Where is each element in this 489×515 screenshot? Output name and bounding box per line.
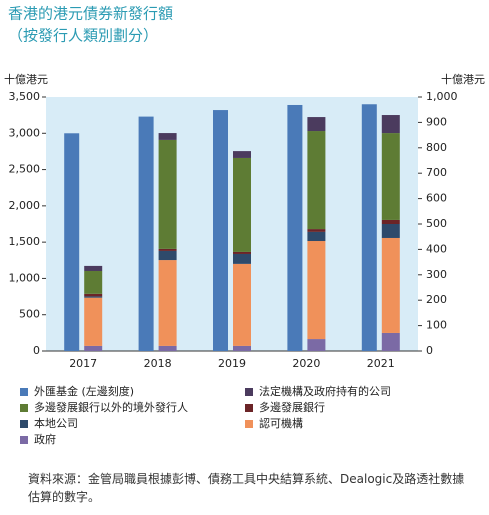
bar-segment [381, 224, 400, 238]
y2ticks-label: 0 [426, 344, 433, 357]
chart-subtitle: （按發行人類別劃分） [8, 27, 158, 45]
y2ticks-label: 500 [426, 217, 447, 230]
legend-swatch [245, 404, 253, 412]
bar-segment [307, 339, 326, 351]
yticks-label: 3,500 [9, 90, 41, 103]
legend-swatch [20, 420, 28, 428]
bar-segment [158, 248, 177, 251]
plot-area [46, 97, 418, 351]
bar [287, 104, 303, 352]
y2ticks-label: 100 [426, 319, 447, 332]
yticks-label: 2,500 [9, 163, 41, 176]
bar-segment [158, 133, 177, 140]
bar [64, 133, 80, 351]
bar-segment [233, 263, 251, 346]
chart-title: 香港的港元債券新發行額 [8, 5, 173, 23]
y2ticks-label: 200 [426, 293, 447, 306]
legend-label: 認可機構 [259, 416, 303, 430]
bar-segment [233, 151, 251, 158]
bar-segment [381, 219, 400, 224]
bar-segment [381, 237, 400, 333]
legend-swatch [245, 388, 253, 396]
yticks-label: 1,000 [9, 271, 41, 284]
yticks-label: 3,000 [9, 126, 41, 139]
bar-segment [158, 260, 177, 346]
bar-segment [307, 241, 326, 340]
yticks-label: 1,500 [9, 235, 41, 248]
source-note: 資料來源：金管局職員根據彭博、債務工具中央結算系統、Dealogic及路透社數據… [28, 472, 465, 504]
bar-segment [84, 296, 103, 298]
bar-segment [158, 139, 177, 249]
y2ticks-label: 600 [426, 192, 447, 205]
bar-segment [158, 345, 177, 351]
bar-segment [84, 345, 103, 351]
legend-label: 多邊發展銀行以外的境外發行人 [34, 400, 188, 414]
bar-segment [381, 133, 400, 220]
bar-segment [307, 131, 326, 230]
bar-segment [158, 250, 177, 261]
legend-label: 法定機構及政府持有的公司 [259, 384, 391, 398]
x-tick-label: 2020 [292, 357, 320, 370]
bar-segment [84, 297, 103, 346]
bar-segment [307, 231, 326, 242]
bar [361, 104, 377, 351]
legend-swatch [20, 388, 28, 396]
y2ticks-label: 800 [426, 141, 447, 154]
legend-label: 外匯基金 (左邊刻度) [34, 384, 134, 398]
x-tick-label: 2018 [144, 357, 172, 370]
bar-segment [84, 270, 103, 294]
bar-segment [84, 265, 103, 271]
y2ticks-label: 700 [426, 166, 447, 179]
yticks-label: 2,000 [9, 199, 41, 212]
y2ticks-label: 900 [426, 115, 447, 128]
y-axis-label: 十億港元 [4, 72, 48, 86]
y2ticks-label: 300 [426, 268, 447, 281]
legend-swatch [20, 404, 28, 412]
x-tick-label: 2017 [69, 357, 97, 370]
y2ticks-label: 1,000 [426, 90, 458, 103]
bar-segment [233, 251, 251, 254]
bar-segment [307, 117, 326, 132]
bar [138, 116, 154, 351]
bar-segment [233, 157, 251, 252]
legend-label: 政府 [34, 432, 56, 446]
x-tick-label: 2021 [367, 357, 395, 370]
bar-segment [381, 332, 400, 351]
bar-segment [233, 345, 251, 351]
y2ticks-label: 400 [426, 242, 447, 255]
legend-swatch [245, 420, 253, 428]
y2-axis-label: 十億港元 [441, 72, 485, 86]
bar-segment [84, 293, 103, 297]
bar-segment [307, 229, 326, 232]
yticks-label: 500 [19, 308, 40, 321]
legend-swatch [20, 436, 28, 444]
legend-label: 多邊發展銀行 [259, 400, 325, 414]
legend-label: 本地公司 [34, 416, 78, 430]
bar-segment [381, 115, 400, 134]
x-tick-label: 2019 [218, 357, 246, 370]
bar [213, 110, 228, 351]
bar-segment [233, 253, 251, 264]
yticks-label: 0 [33, 344, 40, 357]
